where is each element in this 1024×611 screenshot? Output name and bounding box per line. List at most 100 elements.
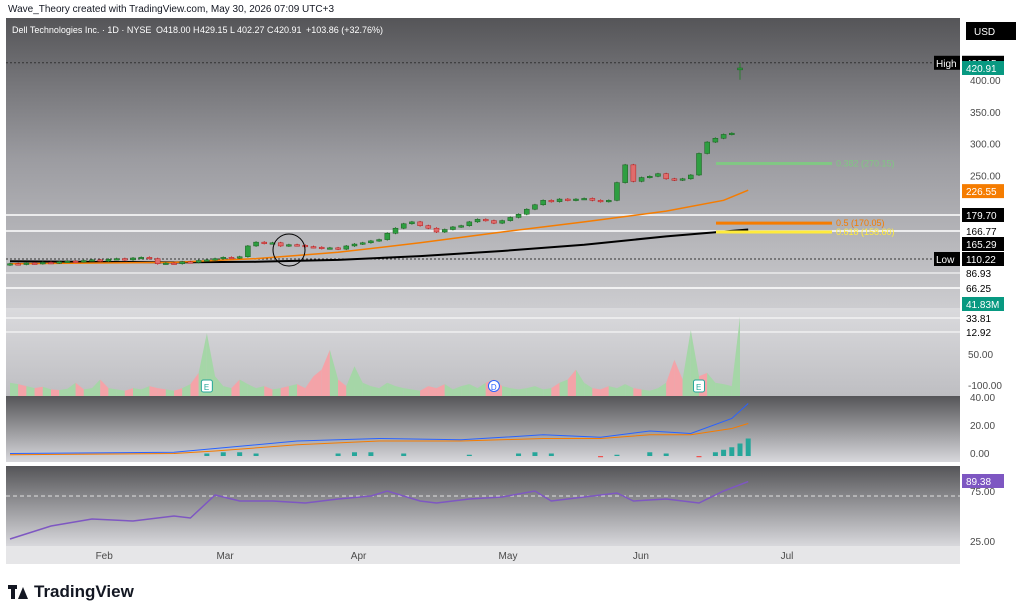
time-tick-label: Jul	[781, 551, 794, 562]
price-label-bg	[962, 297, 1004, 311]
macd-histogram-bar	[368, 452, 374, 456]
candle-body	[425, 225, 432, 229]
volume-segment	[67, 382, 76, 396]
tradingview-logo-icon	[8, 585, 30, 599]
volume-segment	[551, 382, 560, 396]
volume-segment	[502, 386, 511, 396]
rsi-value-label: 89.38	[966, 477, 991, 488]
candle-body	[376, 239, 382, 242]
time-tick-label: Apr	[351, 551, 367, 562]
candle-body	[409, 221, 415, 225]
axis-strip	[6, 546, 960, 564]
fib-level-label: 0.618 (158.60)	[836, 227, 895, 237]
fib-levels: 0.382 (270.15) 0.5 (170.05)0.618 (158.60)	[716, 159, 895, 237]
macd-histogram-bar	[220, 452, 226, 456]
volume-segment	[297, 384, 306, 396]
volume-segment	[469, 384, 478, 396]
candle-body	[310, 246, 317, 249]
volume-segment	[518, 388, 527, 396]
chart-svg[interactable]: Dell Technologies Inc. · 1D · NYSE O 418…	[0, 18, 1024, 580]
price-label-bg	[962, 237, 1004, 251]
candle-body	[113, 258, 120, 261]
candle-body	[72, 260, 79, 263]
rsi-value-bg	[962, 474, 1004, 488]
macd-histogram-bar	[204, 453, 210, 456]
candle-body	[573, 198, 579, 201]
candle-body	[679, 178, 686, 181]
candle-body	[130, 257, 136, 261]
candle-body	[294, 244, 300, 247]
footer-brand[interactable]: TradingView	[8, 580, 134, 604]
candle-body	[589, 198, 596, 201]
candle-body	[532, 204, 538, 210]
price-tick-label: 350.00	[970, 108, 1001, 119]
currency-badge[interactable]: USD	[966, 22, 1016, 40]
volume-tick-label: -100.00	[968, 381, 1002, 392]
volume-segment	[190, 372, 199, 396]
price-label: 33.81	[966, 314, 991, 325]
price-tag: High	[936, 59, 957, 70]
price-label: 41.83M	[966, 300, 999, 311]
candle-body	[302, 245, 309, 248]
volume-segment	[403, 388, 412, 396]
volume-segment	[559, 379, 568, 396]
chart-legend-ohlc: O 418.00 H 429.15 L 402.27 C 420.91 +103…	[156, 25, 383, 35]
volume-segment	[674, 359, 683, 396]
legend-h-value: 429.15	[200, 25, 228, 35]
macd-histogram-bar	[532, 452, 538, 456]
dividend-marker	[487, 380, 500, 392]
candle-body	[105, 259, 112, 262]
candle-body	[204, 259, 210, 262]
time-axis[interactable]: Feb Mar Apr May Jun Jul	[96, 551, 794, 562]
time-tick-label: Feb	[96, 551, 114, 562]
legend-c-value: 420.91	[274, 25, 302, 35]
volume-segment	[641, 389, 650, 396]
macd-histogram-bar	[401, 453, 407, 456]
volume-segment	[100, 379, 109, 396]
candle-body	[89, 259, 95, 262]
volume-segment	[272, 388, 281, 396]
event-marker-label: D	[491, 383, 497, 392]
candle-body	[146, 257, 153, 260]
volume-segment	[223, 386, 232, 396]
currency-badge-bg	[966, 22, 1016, 40]
volume-segment	[26, 386, 35, 396]
macd-histogram-bar	[737, 443, 743, 456]
price-tick-label: 400.00	[970, 76, 1001, 87]
legend-o-label: O	[156, 25, 163, 35]
volume-segment	[420, 386, 429, 396]
volume-segment	[215, 376, 224, 396]
legend-l-label: L	[230, 25, 235, 35]
candle-body	[48, 262, 54, 265]
volume-segment	[731, 316, 740, 396]
time-tick-label: Jun	[633, 551, 649, 562]
volume-segment	[575, 369, 585, 396]
candle-body	[7, 263, 13, 266]
price-axis[interactable]: 400.00 350.00 300.00 250.00	[970, 76, 1001, 182]
candle-body	[606, 200, 612, 203]
candle-body	[720, 134, 727, 139]
candle-body	[729, 132, 735, 135]
legend-change: +103.86 (+32.76%)	[306, 25, 383, 35]
price-label-bg	[962, 252, 1004, 266]
volume-segment	[616, 384, 626, 396]
candle-body	[688, 174, 694, 180]
candle-body	[482, 219, 489, 222]
chart-area[interactable]: Dell Technologies Inc. · 1D · NYSE O 418…	[0, 18, 1024, 580]
candle-body	[171, 262, 177, 265]
macd-histogram-bar	[253, 453, 259, 456]
legend-h-label: H	[193, 25, 200, 35]
volume-segment	[174, 388, 183, 396]
price-label-bg	[962, 61, 1004, 75]
volume-segment	[682, 330, 691, 396]
volume-segment	[707, 372, 716, 396]
price-label: 110.22	[966, 255, 996, 266]
candle-body	[245, 245, 251, 257]
candle-body	[64, 260, 71, 263]
candle-body	[335, 247, 341, 250]
candle-body	[499, 220, 505, 224]
candle-body	[647, 176, 653, 179]
candle-body	[81, 260, 87, 263]
candle-body	[565, 198, 571, 201]
